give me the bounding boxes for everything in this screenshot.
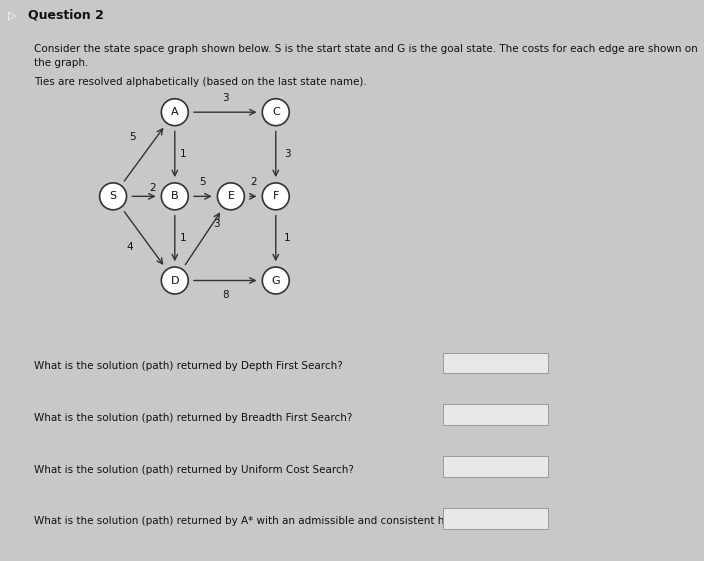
Text: Ties are resolved alphabetically (based on the last state name).: Ties are resolved alphabetically (based …: [34, 76, 367, 86]
FancyBboxPatch shape: [444, 404, 548, 425]
Text: F: F: [272, 191, 279, 201]
Text: 5: 5: [130, 132, 136, 142]
Text: What is the solution (path) returned by Depth First Search?: What is the solution (path) returned by …: [34, 361, 343, 371]
Text: What is the solution (path) returned by Uniform Cost Search?: What is the solution (path) returned by …: [34, 465, 354, 475]
FancyBboxPatch shape: [444, 508, 548, 529]
Text: 4: 4: [127, 242, 133, 252]
Circle shape: [161, 99, 188, 126]
Text: Consider the state space graph shown below. S is the start state and G is the go: Consider the state space graph shown bel…: [34, 44, 698, 54]
Text: 1: 1: [180, 149, 187, 159]
Circle shape: [218, 183, 244, 210]
Text: What is the solution (path) returned by A* with an admissible and consistent heu: What is the solution (path) returned by …: [34, 517, 489, 526]
Text: 1: 1: [284, 233, 290, 243]
Text: ▷: ▷: [8, 11, 17, 20]
Text: 1: 1: [180, 233, 187, 243]
Text: What is the solution (path) returned by Breadth First Search?: What is the solution (path) returned by …: [34, 413, 353, 422]
FancyBboxPatch shape: [444, 457, 548, 477]
Text: Question 2: Question 2: [28, 9, 104, 22]
Text: 8: 8: [222, 289, 229, 300]
Circle shape: [263, 183, 289, 210]
Circle shape: [161, 183, 188, 210]
Text: 3: 3: [222, 93, 229, 103]
Text: A: A: [171, 107, 179, 117]
Text: 3: 3: [284, 149, 290, 159]
Text: B: B: [171, 191, 179, 201]
Text: G: G: [272, 275, 280, 286]
Text: E: E: [227, 191, 234, 201]
Circle shape: [263, 99, 289, 126]
Text: 3: 3: [213, 219, 220, 229]
Circle shape: [100, 183, 127, 210]
Text: 5: 5: [199, 177, 206, 187]
Text: 2: 2: [149, 183, 156, 193]
Text: 2: 2: [250, 177, 257, 187]
Text: C: C: [272, 107, 279, 117]
Text: the graph.: the graph.: [34, 58, 89, 68]
FancyBboxPatch shape: [444, 353, 548, 374]
Text: D: D: [170, 275, 179, 286]
Circle shape: [161, 267, 188, 294]
Text: S: S: [110, 191, 117, 201]
Circle shape: [263, 267, 289, 294]
